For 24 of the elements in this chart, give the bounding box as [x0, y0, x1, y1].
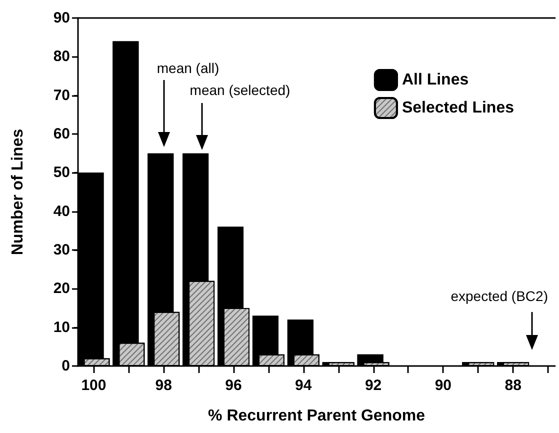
- x-tick-label: 96: [225, 377, 242, 394]
- annotation: mean (all): [156, 60, 220, 76]
- legend-label: Selected Lines: [402, 100, 514, 116]
- y-tick-label: 40: [53, 202, 70, 220]
- y-tick-label: 0: [62, 358, 70, 374]
- y-tick-label: 50: [53, 164, 70, 182]
- x-tick-label: 92: [364, 377, 382, 394]
- y-tick-label: 20: [53, 280, 70, 298]
- annotation: expected (BC2): [450, 288, 548, 304]
- x-tick-label: 94: [295, 377, 312, 394]
- x-tick-label: 90: [434, 377, 452, 394]
- annotation: mean (selected): [190, 82, 290, 98]
- x-axis-title: % Recurrent Parent Genome: [208, 408, 426, 424]
- y-tick-label: 90: [53, 10, 70, 26]
- legend-label: All Lines: [402, 72, 469, 88]
- y-tick-label: 10: [53, 318, 70, 336]
- y-tick-label: 70: [53, 86, 70, 104]
- y-tick-label: 80: [53, 48, 70, 66]
- x-tick-label: 100: [81, 377, 106, 394]
- y-tick-label: 30: [53, 242, 70, 258]
- y-axis-title: Number of Lines: [10, 128, 26, 256]
- x-tick-label: 98: [155, 377, 172, 394]
- y-tick-label: 60: [53, 126, 70, 142]
- x-tick-label: 88: [504, 377, 522, 394]
